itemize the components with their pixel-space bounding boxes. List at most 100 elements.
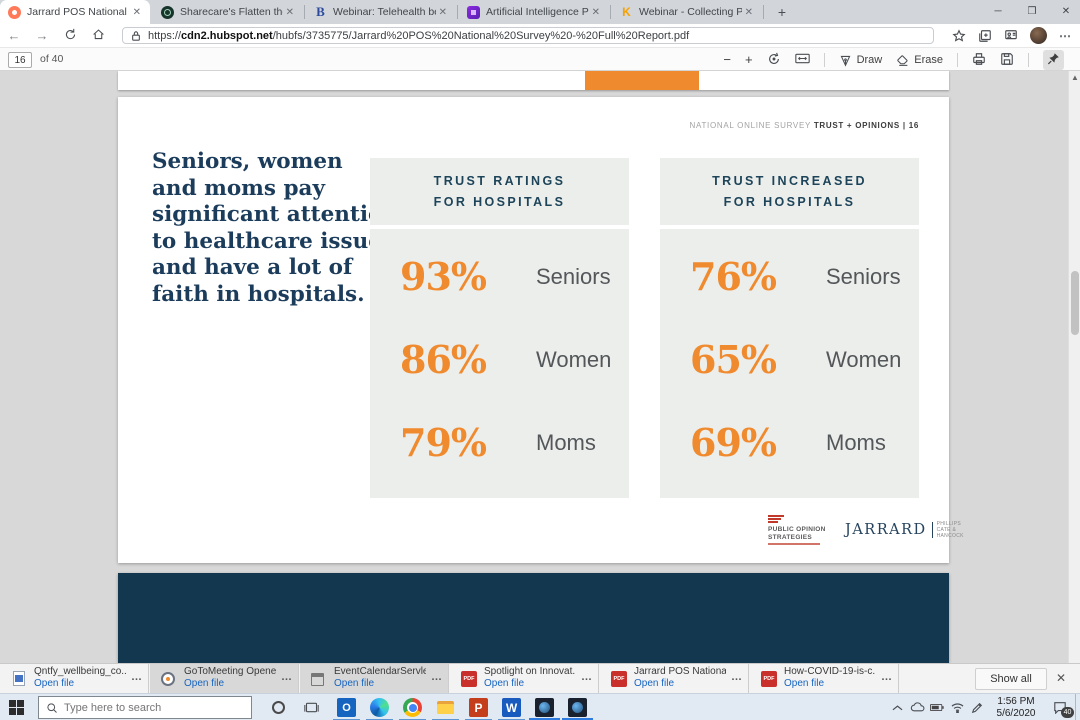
blogger-favicon-icon: B	[316, 4, 325, 19]
panel-stats: 93% Seniors 86% Women 79% Moms	[370, 229, 629, 494]
tab-webinar-telehealth[interactable]: B Webinar: Telehealth before and a ✕	[306, 0, 456, 24]
more-options-icon[interactable]: …	[581, 671, 592, 683]
taskbar-app-gotomeeting-2[interactable]	[561, 694, 594, 720]
show-all-downloads-button[interactable]: Show all	[975, 668, 1047, 690]
edge-icon	[370, 698, 389, 717]
cortana-button[interactable]	[262, 694, 295, 720]
erase-button[interactable]: Erase	[896, 54, 943, 67]
rotate-icon[interactable]	[767, 52, 781, 69]
refresh-icon[interactable]	[56, 28, 84, 44]
page-number-input[interactable]	[8, 52, 32, 68]
sharecare-favicon-icon	[161, 5, 174, 19]
url-host: cdn2.hubspot.net	[181, 29, 273, 42]
more-options-icon[interactable]: …	[731, 671, 742, 683]
collections-icon[interactable]	[978, 29, 992, 43]
more-options-icon[interactable]: …	[431, 671, 442, 683]
tray-expand-chevron-icon[interactable]	[887, 704, 907, 712]
taskbar-app-word[interactable]: W	[495, 694, 528, 720]
more-options-icon[interactable]: …	[281, 671, 292, 683]
tab-close-icon[interactable]: ✕	[438, 6, 447, 18]
download-item[interactable]: Jarrard POS National....pdf Open file …	[600, 664, 749, 694]
browser-menu-icon[interactable]: ⋯	[1059, 28, 1072, 43]
open-file-link[interactable]: Open file	[184, 678, 225, 689]
jarrard-logo: JARRARD PHILLIPS CATE & HANCOCK	[845, 521, 964, 539]
headline-line: Seniors, women	[152, 149, 343, 174]
browser-toolbar: ← → https://cdn2.hubspot.net/hubfs/37357…	[0, 24, 1080, 47]
address-bar[interactable]: https://cdn2.hubspot.net/hubfs/3735775/J…	[122, 27, 934, 44]
draw-button[interactable]: Draw	[839, 54, 882, 67]
wifi-icon	[951, 703, 963, 713]
window-close-button[interactable]: ✕	[1061, 6, 1071, 17]
download-item[interactable]: Qntfy_wellbeing_co....png Open file …	[0, 664, 149, 694]
taskbar-app-powerpoint[interactable]: P	[462, 694, 495, 720]
window-minimize-button[interactable]: ─	[994, 6, 1002, 17]
scrollbar-thumb[interactable]	[1071, 271, 1079, 335]
taskbar-clock[interactable]: 1:56 PM 5/6/2020	[987, 696, 1045, 719]
taskbar-app-file-explorer[interactable]	[429, 694, 462, 720]
back-icon[interactable]: ←	[7, 28, 21, 43]
pdf-file-icon	[611, 671, 627, 687]
task-view-button[interactable]	[295, 694, 328, 720]
download-item[interactable]: How-COVID-19-is-c....pdf Open file …	[750, 664, 899, 694]
download-item[interactable]: Spotlight on Innovat....pdf Open file …	[450, 664, 599, 694]
open-file-link[interactable]: Open file	[784, 678, 825, 689]
pen-input-icon[interactable]	[967, 702, 987, 714]
taskbar-app-outlook[interactable]: O	[330, 694, 363, 720]
more-options-icon[interactable]: …	[131, 671, 142, 683]
zoom-in-icon[interactable]: +	[744, 52, 753, 67]
onedrive-cloud-icon[interactable]	[907, 702, 927, 713]
taskbar-app-chrome[interactable]	[396, 694, 429, 720]
fit-to-width-icon[interactable]	[794, 52, 810, 68]
tab-artificial-intelligence[interactable]: Artificial Intelligence Provides a ✕	[459, 0, 609, 24]
more-options-icon[interactable]: …	[881, 671, 892, 683]
show-desktop-button[interactable]	[1075, 694, 1080, 720]
print-icon[interactable]	[972, 52, 986, 69]
tab-title: Artificial Intelligence Provides a	[486, 6, 589, 18]
active-app-indicator	[529, 718, 560, 720]
zoom-out-icon[interactable]: −	[723, 52, 731, 67]
open-file-link[interactable]: Open file	[634, 678, 675, 689]
download-item[interactable]: GoToMeeting Opener.exe Open file …	[150, 664, 299, 694]
tab-title: Webinar: Telehealth before and a	[333, 6, 436, 18]
close-downloads-bar-icon[interactable]: ✕	[1056, 671, 1067, 685]
tab-separator	[610, 5, 611, 19]
open-file-link[interactable]: Open file	[484, 678, 525, 689]
profile-avatar[interactable]	[1030, 27, 1047, 44]
tab-sharecare[interactable]: Sharecare's Flatten the Curve su ✕	[153, 0, 303, 24]
pdf-scrollbar[interactable]: ▲	[1068, 71, 1080, 663]
gotomeeting-icon	[568, 698, 587, 717]
battery-icon[interactable]	[927, 703, 947, 712]
taskbar-search[interactable]	[38, 696, 252, 719]
download-item[interactable]: EventCalendarServlet....ics Open file …	[300, 664, 449, 694]
favorites-star-icon[interactable]	[952, 28, 966, 43]
tab-close-icon[interactable]: ✕	[285, 6, 294, 18]
stat-label: Women	[826, 346, 902, 372]
tab-webinar-patient-pay[interactable]: K Webinar - Collecting Patient Pay ✕	[612, 0, 762, 24]
taskbar-app-gotomeeting[interactable]	[528, 694, 561, 720]
search-input[interactable]	[64, 701, 234, 714]
new-tab-button[interactable]: +	[777, 4, 787, 20]
tab-close-icon[interactable]: ✕	[591, 6, 600, 18]
tab-close-icon[interactable]: ✕	[132, 6, 141, 18]
kareo-favicon-icon: K	[622, 5, 631, 19]
pin-toolbar-icon[interactable]	[1043, 50, 1064, 70]
action-center-button[interactable]: 40	[1045, 701, 1075, 718]
pos-logo-line: STRATEGIES	[768, 533, 813, 541]
tab-close-icon[interactable]: ✕	[744, 6, 753, 18]
save-icon[interactable]	[1000, 52, 1014, 69]
open-file-link[interactable]: Open file	[334, 678, 375, 689]
trust-increased-panel: TRUST INCREASED FOR HOSPITALS 76% Senior…	[660, 158, 919, 498]
taskbar-app-edge[interactable]	[363, 694, 396, 720]
pos-logo-text: PUBLIC OPINION STRATEGIES	[768, 526, 838, 541]
start-button[interactable]	[9, 700, 24, 715]
window-maximize-button[interactable]: ❒	[1027, 6, 1037, 17]
scrollbar-up-arrow-icon[interactable]: ▲	[1071, 73, 1079, 82]
network-wifi-icon[interactable]	[947, 702, 967, 713]
open-file-link[interactable]: Open file	[34, 678, 75, 689]
tab-jarrard-pdf[interactable]: Jarrard POS National Survey - Fu ✕	[0, 0, 150, 24]
pdf-viewer-area: NATIONAL ONLINE SURVEY TRUST + OPINIONS …	[0, 71, 1080, 663]
feedback-icon[interactable]	[1004, 29, 1018, 43]
forward-icon[interactable]: →	[35, 28, 49, 43]
fit-to-width-icon	[794, 53, 810, 64]
home-icon[interactable]	[84, 28, 112, 44]
